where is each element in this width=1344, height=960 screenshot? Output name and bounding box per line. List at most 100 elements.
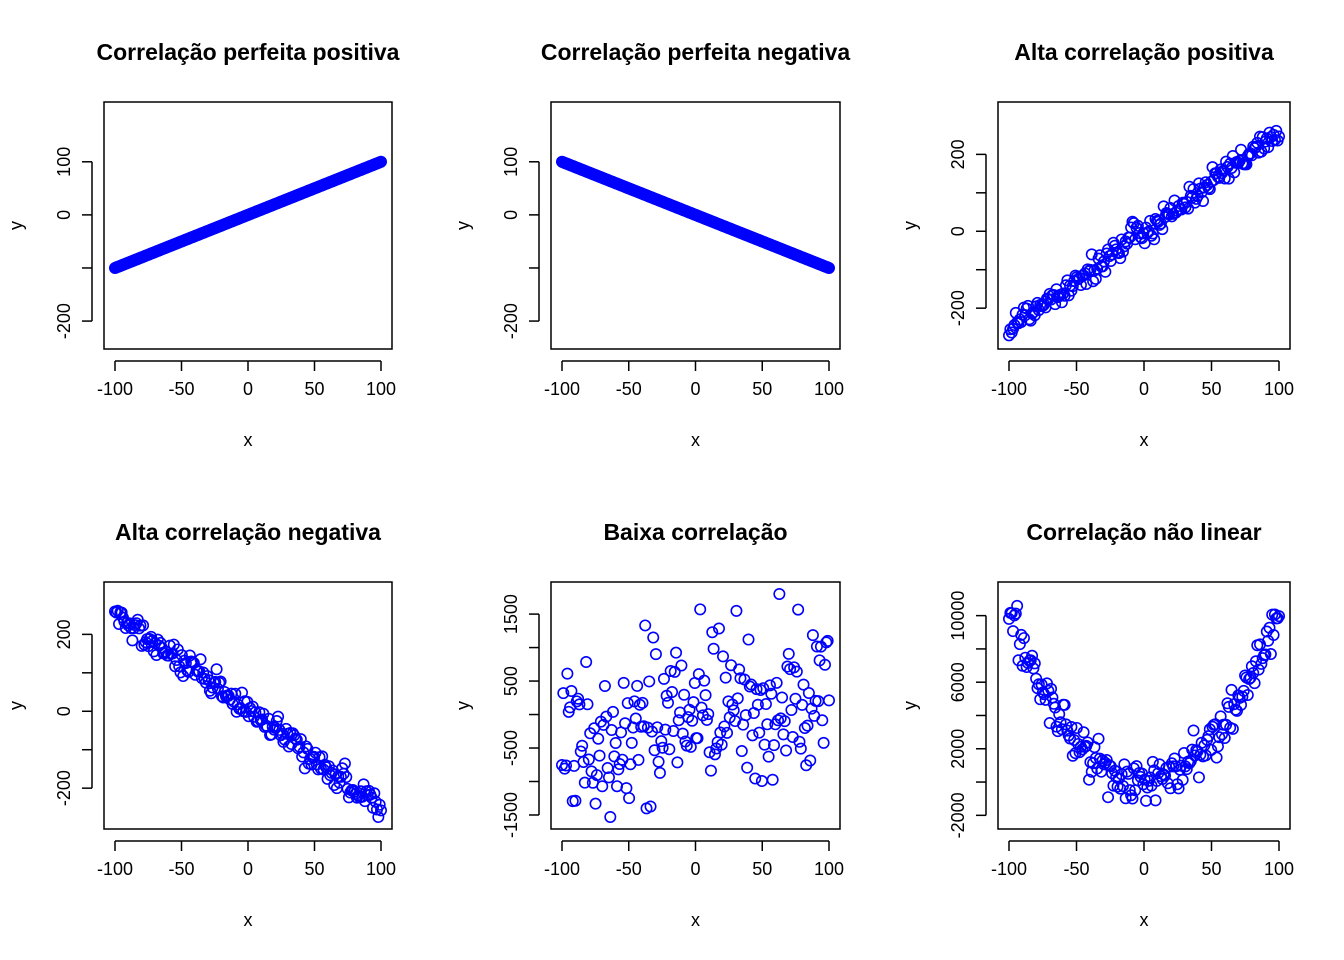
panel-title: Alta correlação negativa bbox=[115, 519, 381, 545]
data-point bbox=[816, 714, 829, 727]
data-point bbox=[782, 647, 795, 660]
data-point bbox=[606, 705, 619, 718]
data-point bbox=[1028, 657, 1041, 670]
data-point bbox=[715, 738, 728, 751]
data-point bbox=[643, 675, 656, 688]
data-point bbox=[1059, 718, 1072, 731]
data-point bbox=[555, 759, 568, 772]
data-point bbox=[659, 723, 672, 736]
data-point bbox=[770, 676, 783, 689]
data-point bbox=[1163, 760, 1176, 773]
data-point bbox=[578, 776, 591, 789]
data-points bbox=[1002, 599, 1286, 807]
data-point bbox=[1273, 610, 1286, 623]
data-point bbox=[691, 732, 704, 745]
y-tick-label: -2000 bbox=[948, 792, 968, 838]
x-tick-label: 50 bbox=[1201, 379, 1221, 399]
panel-3: Alta correlação positiva -100 -50 0 50 100 x -2… bbox=[900, 39, 1294, 450]
data-point bbox=[661, 696, 674, 709]
data-point bbox=[1066, 749, 1079, 762]
data-point bbox=[633, 698, 646, 711]
data-point bbox=[636, 696, 649, 709]
x-tick-label: -50 bbox=[616, 859, 642, 879]
data-point bbox=[712, 622, 725, 635]
data-point bbox=[623, 792, 636, 805]
x-tick-label: 50 bbox=[1201, 859, 1221, 879]
data-point bbox=[742, 633, 755, 646]
data-point bbox=[765, 687, 778, 700]
data-point bbox=[798, 722, 811, 735]
data-point bbox=[1235, 698, 1248, 711]
data-point bbox=[703, 746, 716, 759]
data-point bbox=[822, 261, 835, 274]
y-tick-label: 6000 bbox=[948, 662, 968, 702]
x-tick-label: -50 bbox=[168, 859, 194, 879]
x-tick-label: -100 bbox=[991, 859, 1027, 879]
x-tick-label: -100 bbox=[544, 379, 580, 399]
data-point bbox=[1187, 724, 1200, 737]
x-axis: -100 -50 0 50 100 bbox=[991, 840, 1294, 879]
panel-title: Correlação não linear bbox=[1026, 519, 1261, 545]
data-point bbox=[675, 659, 688, 672]
data-point bbox=[656, 741, 669, 754]
plot-frame bbox=[550, 101, 841, 350]
data-point bbox=[1148, 233, 1161, 246]
data-point bbox=[647, 631, 660, 644]
x-tick-label: -100 bbox=[97, 859, 133, 879]
x-tick-label: 100 bbox=[814, 859, 844, 879]
plot-frame bbox=[997, 581, 1291, 830]
data-point bbox=[686, 714, 699, 727]
data-point bbox=[773, 587, 786, 600]
data-point bbox=[609, 737, 622, 750]
data-point bbox=[1116, 779, 1129, 792]
data-point bbox=[560, 759, 573, 772]
data-point bbox=[272, 710, 285, 723]
data-point bbox=[731, 692, 744, 705]
data-points bbox=[555, 155, 835, 274]
x-tick-label: 0 bbox=[690, 379, 700, 399]
x-axis: -100 -50 0 50 100 bbox=[544, 840, 844, 879]
x-tick-label: 0 bbox=[243, 379, 253, 399]
data-point bbox=[1156, 223, 1169, 236]
data-point bbox=[778, 715, 791, 728]
data-point bbox=[126, 634, 139, 647]
x-tick-label: 0 bbox=[1139, 859, 1149, 879]
x-tick-label: 100 bbox=[1264, 859, 1294, 879]
panel-title: Correlação perfeita positiva bbox=[97, 39, 400, 65]
data-point bbox=[746, 729, 759, 742]
data-point bbox=[762, 750, 775, 763]
data-point bbox=[648, 744, 661, 757]
data-point bbox=[1249, 655, 1262, 668]
x-tick-label: 50 bbox=[752, 379, 772, 399]
x-tick-label: -100 bbox=[544, 859, 580, 879]
x-axis-label: x bbox=[691, 910, 700, 930]
data-point bbox=[373, 798, 386, 811]
data-point bbox=[582, 753, 595, 766]
data-point bbox=[297, 746, 310, 759]
data-point bbox=[694, 603, 707, 616]
data-point bbox=[210, 663, 223, 676]
x-tick-label: 100 bbox=[366, 859, 396, 879]
data-point bbox=[652, 755, 665, 768]
data-point bbox=[1011, 599, 1024, 612]
data-point bbox=[590, 769, 603, 782]
x-tick-label: -50 bbox=[1063, 379, 1089, 399]
data-point bbox=[759, 698, 772, 711]
data-point bbox=[1054, 716, 1067, 729]
data-point bbox=[678, 688, 691, 701]
data-point bbox=[576, 739, 589, 752]
data-point bbox=[668, 665, 681, 678]
data-point bbox=[1017, 632, 1030, 645]
data-point bbox=[653, 766, 666, 779]
data-point bbox=[621, 697, 634, 710]
data-point bbox=[368, 787, 381, 800]
panel-2: Correlação perfeita negativa -100 -50 0 50 10… bbox=[453, 39, 850, 450]
y-axis: -200 0 100 bbox=[54, 147, 93, 339]
data-point bbox=[1002, 329, 1015, 342]
data-point bbox=[644, 800, 657, 813]
data-point bbox=[1126, 792, 1139, 805]
data-point bbox=[372, 810, 385, 823]
data-point bbox=[1206, 161, 1219, 174]
data-point bbox=[632, 753, 645, 766]
x-tick-label: -50 bbox=[168, 379, 194, 399]
